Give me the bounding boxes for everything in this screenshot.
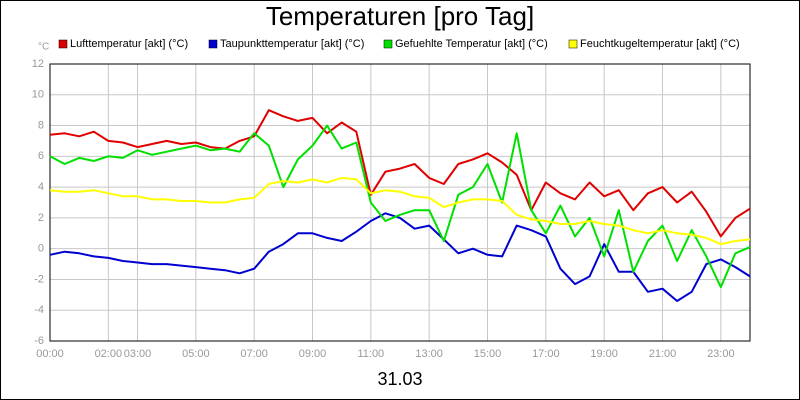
legend-swatch	[58, 39, 68, 49]
plot-area	[50, 64, 750, 341]
legend-label: Feuchtkugeltemperatur [akt] (°C)	[580, 38, 740, 50]
y-tick-label: -2	[34, 273, 44, 285]
chart-title: Temperaturen [pro Tag]	[266, 1, 534, 31]
legend-swatch	[568, 39, 578, 49]
x-tick-label: 21:00	[649, 348, 677, 360]
x-tick-label: 11:00	[357, 348, 384, 360]
y-tick-label: 8	[38, 119, 44, 131]
y-tick-label: 4	[38, 181, 44, 193]
x-tick-label: 23:00	[707, 348, 735, 360]
legend-label: Gefuehlte Temperatur [akt] (°C)	[395, 38, 548, 50]
series-line	[49, 109, 751, 238]
x-tick-label: 05:00	[182, 348, 210, 360]
y-axis-label: °C	[38, 42, 49, 53]
legend-swatch	[383, 39, 393, 49]
x-tick-label: 19:00	[590, 348, 618, 360]
legend-label: Taupunkttemperatur [akt] (°C)	[220, 38, 364, 50]
x-tick-label: 07:00	[240, 348, 268, 360]
x-tick-label: 03:00	[124, 348, 152, 360]
series-line	[49, 124, 751, 289]
x-axis-label: 31.03	[377, 369, 422, 389]
y-tick-label: 6	[38, 150, 44, 162]
legend-label: Lufttemperatur [akt] (°C)	[70, 38, 188, 50]
y-tick-label: -4	[34, 304, 44, 316]
y-tick-label: -6	[34, 335, 44, 347]
series-line	[49, 176, 751, 246]
x-tick-label: 17:00	[532, 348, 560, 360]
x-tick-label: 00:00	[36, 348, 64, 360]
legend-swatch	[208, 39, 218, 49]
y-tick-label: 0	[38, 243, 44, 255]
y-tick-label: 2	[38, 212, 44, 224]
x-tick-label: 13:00	[415, 348, 443, 360]
x-tick-label: 15:00	[474, 348, 502, 360]
plot-border	[49, 63, 751, 342]
x-tick-label: 02:00	[95, 348, 123, 360]
y-tick-label: 12	[32, 58, 44, 70]
x-tick-label: 09:00	[299, 348, 327, 360]
y-tick-label: 10	[32, 89, 44, 101]
